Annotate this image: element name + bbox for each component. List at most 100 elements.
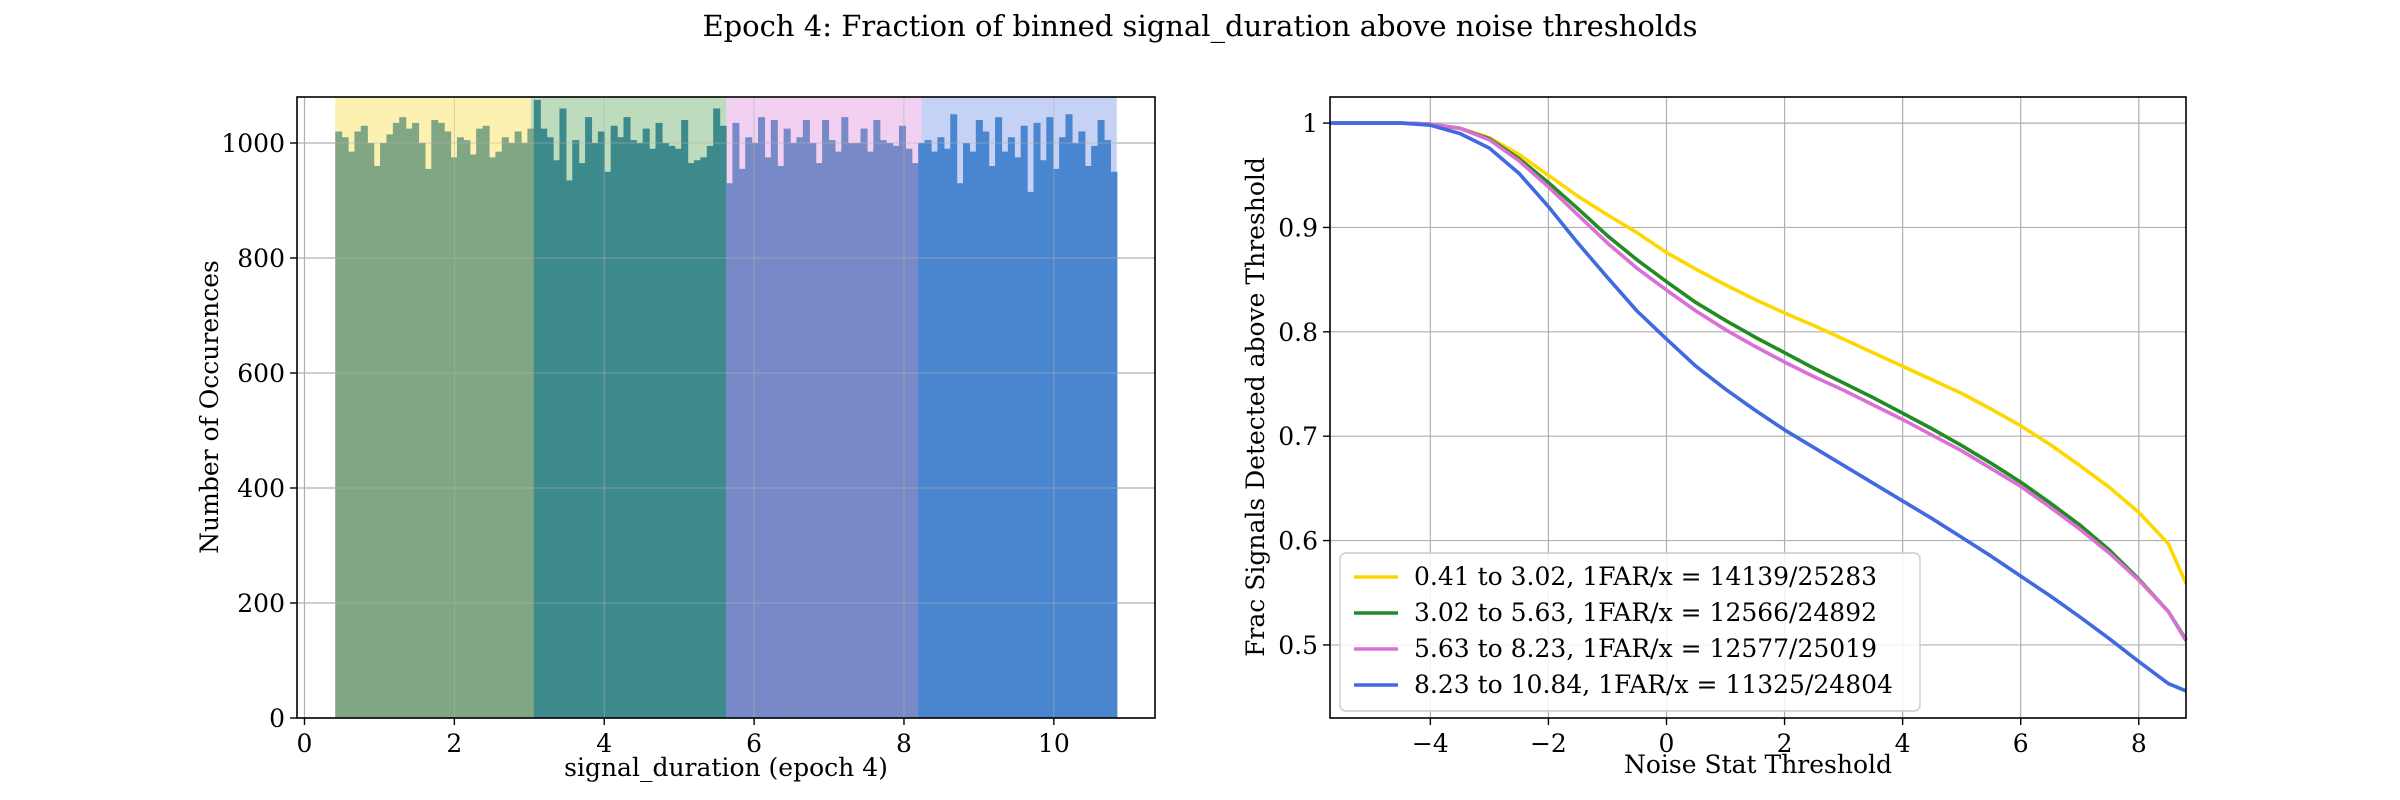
legend-label: 5.63 to 8.23, 1FAR/x = 12577/25019 (1414, 634, 1877, 663)
histogram-bar (482, 125, 490, 718)
line-x-tick-label: 2 (1777, 729, 1793, 758)
histogram-bar (834, 151, 842, 718)
histogram-bar (348, 151, 356, 718)
histogram-bar (649, 148, 657, 718)
histogram-bar (1110, 171, 1118, 718)
histogram-bar (1084, 166, 1092, 718)
histogram-bar (488, 157, 496, 718)
histogram-x-label: signal_duration (epoch 4) (564, 753, 888, 782)
histogram-bar (700, 157, 708, 718)
legend-label: 8.23 to 10.84, 1FAR/x = 11325/24804 (1414, 670, 1893, 699)
histogram-bar (508, 143, 516, 718)
histogram-bar (668, 145, 676, 718)
histogram-bar (1103, 140, 1111, 718)
histogram-bar (911, 163, 919, 718)
histogram-bar (1052, 168, 1060, 718)
histogram-bar (706, 145, 714, 718)
histogram-bar (822, 120, 830, 718)
histogram-bar (655, 122, 663, 718)
histogram-bar (367, 143, 375, 718)
histogram-bar (802, 120, 810, 718)
histogram-y-tick-label: 1000 (221, 129, 285, 158)
line-y-tick-label: 0.9 (1278, 213, 1318, 242)
histogram-bar (559, 108, 567, 718)
histogram-bar (412, 122, 420, 718)
histogram-bar (424, 168, 432, 718)
histogram-y-label: Number of Occurences (195, 260, 224, 554)
histogram-bar (1033, 122, 1041, 718)
histogram-bar (796, 137, 804, 718)
histogram-bar (514, 131, 522, 718)
histogram-bar (745, 137, 753, 718)
histogram-bar (988, 166, 996, 718)
line-x-tick-label: 6 (2013, 729, 2029, 758)
histogram-bar (847, 143, 855, 718)
histogram-bar (578, 163, 586, 718)
line-x-tick-label: −2 (1530, 729, 1567, 758)
histogram-bar (456, 137, 464, 718)
histogram-bar (437, 122, 445, 718)
histogram-bar (642, 128, 650, 718)
histogram-bar (738, 168, 746, 718)
histogram-bar (469, 154, 477, 718)
histogram-bar (617, 137, 625, 718)
line-series (1330, 121, 2188, 693)
histogram-bar (937, 137, 945, 718)
histogram-x-ticks: 0 2 4 6 8 10 (297, 718, 1070, 758)
histogram-bar (943, 148, 951, 718)
histogram-bar (1097, 120, 1105, 718)
histogram-bar (354, 131, 362, 718)
histogram-bar (975, 120, 983, 718)
series-line (1330, 121, 2188, 642)
histogram-bar (764, 157, 772, 718)
histogram-bar (995, 117, 1003, 718)
histogram-bar (623, 117, 631, 718)
line-legend: 0.41 to 3.02, 1FAR/x = 14139/25283 3.02 t… (1339, 552, 1921, 712)
line-y-tick-label: 0.6 (1278, 527, 1318, 556)
histogram-bar (898, 125, 906, 718)
line-x-tick-label: −4 (1412, 729, 1449, 758)
legend-label: 0.41 to 3.02, 1FAR/x = 14139/25283 (1414, 562, 1877, 591)
line-y-ticks: 0.5 0.6 0.7 0.8 0.9 1 (1278, 109, 1330, 660)
histogram-bar (1027, 191, 1035, 718)
histogram-bar (597, 131, 605, 718)
histogram-bar (879, 140, 887, 718)
histogram-bar (405, 128, 413, 718)
histogram-bar (790, 143, 798, 718)
histogram-bar (687, 163, 695, 718)
line-x-tick-label: 8 (2131, 729, 2147, 758)
histogram-bar (681, 120, 689, 718)
histogram-bar (1059, 137, 1067, 718)
histogram-bar (1039, 160, 1047, 718)
histogram-y-tick-label: 200 (237, 589, 285, 618)
histogram-bar (380, 143, 388, 718)
histogram-bar (854, 143, 862, 718)
line-y-tick-label: 0.5 (1278, 631, 1318, 660)
histogram-bar (527, 128, 535, 718)
histogram-bar (373, 166, 381, 718)
histogram-bar (777, 166, 785, 718)
histogram-frame (296, 96, 1156, 719)
line-y-label: Frac Signals Detected above Threshold (1241, 157, 1270, 657)
histogram-bar (674, 148, 682, 718)
histogram-bar (636, 143, 644, 718)
legend-box (1339, 552, 1921, 712)
histogram-y-ticks: 0 200 400 600 800 1000 (221, 129, 297, 733)
histogram-bar (476, 128, 484, 718)
histogram-bar (1091, 145, 1099, 718)
histogram-bar (828, 140, 836, 718)
histogram-x-tick-label: 6 (746, 729, 762, 758)
histogram-bar (610, 125, 618, 718)
histogram-bar (520, 143, 529, 718)
histogram-bar (1078, 131, 1086, 718)
histogram-y-tick-label: 400 (237, 474, 285, 503)
histogram-bar (969, 151, 977, 718)
histogram-bar (866, 151, 874, 718)
histogram-bar (873, 120, 881, 718)
histogram-bar (629, 140, 637, 718)
histogram-x-tick-label: 10 (1038, 729, 1070, 758)
histogram-bar (540, 128, 548, 718)
histogram-bar (783, 128, 791, 718)
series-line (1330, 121, 2187, 693)
histogram-bar (546, 137, 554, 718)
